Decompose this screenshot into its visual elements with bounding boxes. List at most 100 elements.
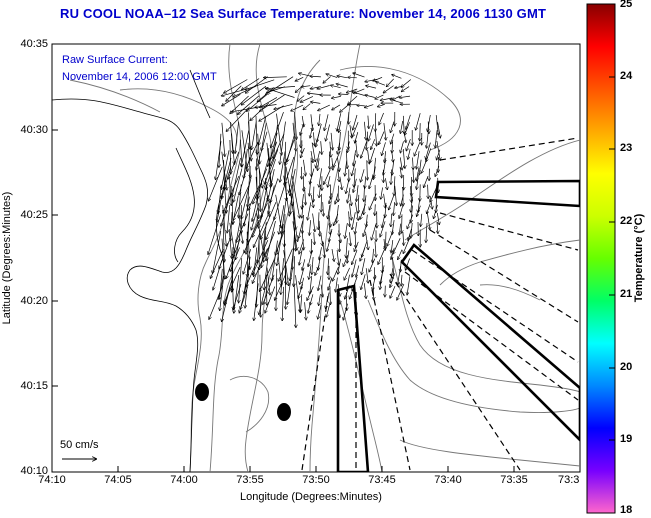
colorbar [586,3,616,514]
lat-tick-label: 40:35 [20,38,48,50]
current-vector [229,222,235,253]
current-vector [356,265,360,277]
current-vector [363,283,366,298]
current-vector [355,132,359,143]
current-vector [298,284,304,298]
current-vector [208,214,221,255]
current-vector [329,228,333,241]
current-vector [313,186,314,202]
current-vector [302,230,304,250]
current-vector [349,203,352,220]
current-vector [221,166,232,198]
current-vector [363,221,368,237]
current-vector [352,212,356,229]
current-vector [217,193,223,222]
current-vector [315,265,320,275]
current-vector [338,168,339,182]
current-vector [308,302,311,313]
current-vector [276,268,277,311]
current-vector [352,259,357,276]
current-vector [380,274,383,289]
current-vector [294,256,295,286]
current-vector [319,247,322,259]
lon-tick-label: 74:05 [104,474,132,486]
current-vector [328,277,333,290]
current-vector [292,221,297,250]
current-vector [280,151,286,182]
current-vector [309,265,312,279]
current-vector [275,194,282,228]
current-vector [222,205,227,246]
current-vector [331,132,333,150]
current-vector [369,258,376,272]
current-vector [317,85,330,89]
current-vector [385,151,386,162]
current-vector [252,203,268,237]
current-vector [366,86,377,89]
current-vector [248,121,251,160]
current-vector [416,167,420,181]
current-vector [222,94,241,106]
current-vector [394,185,397,206]
current-vector [218,184,222,214]
current-vector [292,122,296,151]
current-vector [424,175,429,187]
current-vector [378,250,385,264]
current-vector [316,151,321,168]
current-vector [241,139,242,167]
current-vector [401,79,412,88]
lat-tick-label: 40:20 [20,295,48,307]
colorbar-tick-marks [609,76,615,441]
current-vector [405,122,410,135]
lat-tick-label: 40:15 [20,380,48,392]
colorbar-tick-label: 20 [620,361,633,373]
current-vector [264,149,279,184]
current-vector [295,76,304,81]
current-vector [394,176,395,195]
current-vector [281,193,288,234]
current-vector [361,274,366,289]
current-vector [241,130,250,167]
current-vector [348,77,357,78]
coastline [52,69,225,472]
current-vector [275,230,285,255]
current-vector [401,274,402,286]
current-vector [436,212,439,225]
current-vector [227,205,231,233]
current-vector [245,265,250,308]
current-vector [309,178,311,196]
current-vector [347,250,350,263]
current-vector [403,231,404,245]
current-vector [391,213,392,227]
current-vector [226,106,250,132]
current-vector [283,250,289,285]
current-vector [331,249,334,261]
current-vector [259,168,260,211]
current-vector [360,203,366,219]
current-vector [319,113,320,126]
current-vector [355,202,358,220]
current-vector [402,86,410,92]
current-vector [221,150,230,189]
current-vector [301,96,314,102]
current-vector [387,230,394,246]
current-vector [289,149,297,193]
current-vector [418,195,421,212]
current-vector [326,304,331,317]
current-vector [305,302,307,319]
current-vector [226,85,242,101]
current-vector [324,114,329,130]
current-vector [253,240,269,274]
current-vector [391,247,395,259]
current-vector [403,148,405,168]
current-vector [266,267,270,295]
colorbar-tick-label: 18 [620,504,633,516]
current-vector [383,193,386,208]
current-vector [236,213,249,243]
current-vector [278,248,293,281]
subtitle-current-date: November 14, 2006 12:00 GMT [62,71,217,83]
current-vector [343,256,348,266]
current-vector [285,264,286,309]
colorbar-tick-label: 25 [620,0,633,10]
y-axis-label: Latitude (Degrees:Minutes) [1,191,13,325]
